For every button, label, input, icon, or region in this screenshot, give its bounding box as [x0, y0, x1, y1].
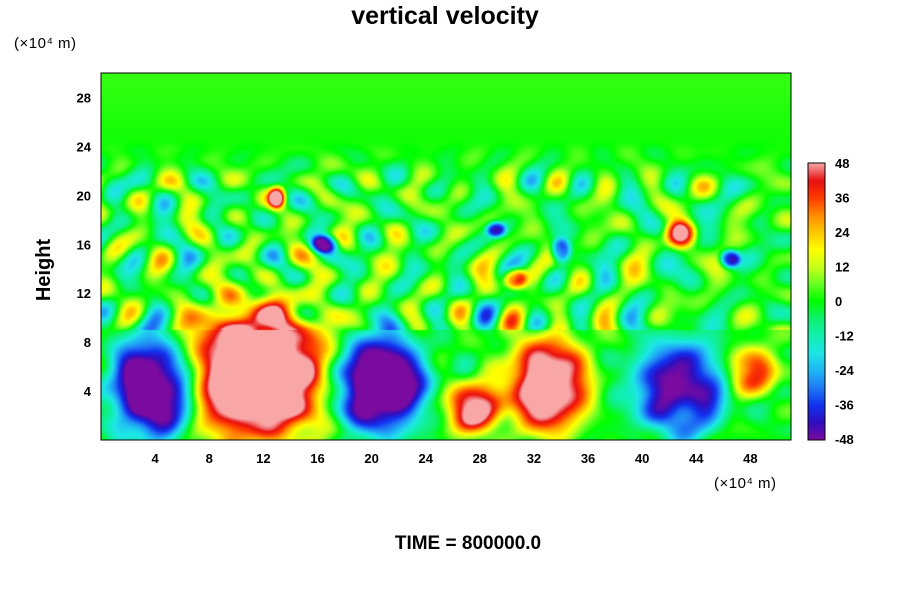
- x-tick-label: 20: [364, 451, 378, 466]
- chart-title: vertical velocity: [351, 2, 539, 30]
- colorbar-tick-label: -12: [835, 329, 854, 344]
- y-axis-label: Height: [33, 239, 55, 302]
- x-tick-label: 8: [206, 451, 213, 466]
- colorbar-tick-label: -48: [835, 432, 854, 447]
- colorbar-tick-label: 12: [835, 260, 849, 275]
- x-tick-label: 12: [256, 451, 270, 466]
- y-tick-label: 28: [77, 90, 91, 105]
- colorbar-tick-label: 0: [835, 294, 842, 309]
- x-axis-ticks: 4 8 12 16 20 24 28 32 36 40 44 48: [152, 451, 758, 466]
- y-tick-label: 24: [77, 139, 92, 154]
- y-unit-label: (×10⁴ m): [14, 35, 77, 52]
- x-tick-label: 48: [743, 451, 757, 466]
- heatmap-field: [101, 73, 791, 440]
- y-tick-label: 20: [77, 188, 91, 203]
- colorbar-ticks: 48 36 24 12 0 -12 -24 -36 -48: [835, 156, 855, 447]
- colorbar: 48 36 24 12 0 -12 -24 -36 -48: [807, 156, 855, 447]
- plot-area: [100, 72, 792, 441]
- y-tick-label: 8: [84, 335, 91, 350]
- x-unit-label: (×10⁴ m): [714, 475, 777, 492]
- x-tick-label: 28: [473, 451, 487, 466]
- colorbar-tick-label: 36: [835, 191, 849, 206]
- x-tick-label: 16: [310, 451, 324, 466]
- x-tick-label: 44: [689, 451, 704, 466]
- x-tick-label: 4: [152, 451, 160, 466]
- x-tick-label: 24: [418, 451, 433, 466]
- y-axis-ticks: 4 8 12 16 20 24 28: [77, 90, 92, 399]
- colorbar-tick-label: 24: [835, 225, 850, 240]
- x-tick-label: 40: [635, 451, 649, 466]
- x-tick-label: 36: [581, 451, 595, 466]
- plot-frame: [100, 72, 792, 441]
- y-tick-label: 12: [77, 286, 91, 301]
- colorbar-tick-label: -36: [835, 398, 854, 413]
- colorbar-ramp: [808, 163, 825, 440]
- colorbar-frame: [807, 162, 826, 441]
- y-tick-label: 4: [84, 384, 92, 399]
- x-tick-label: 32: [527, 451, 541, 466]
- colorbar-tick-label: 48: [835, 156, 849, 171]
- colorbar-tick-label: -24: [835, 363, 855, 378]
- time-label: TIME = 800000.0: [395, 533, 541, 554]
- y-tick-label: 16: [77, 237, 91, 252]
